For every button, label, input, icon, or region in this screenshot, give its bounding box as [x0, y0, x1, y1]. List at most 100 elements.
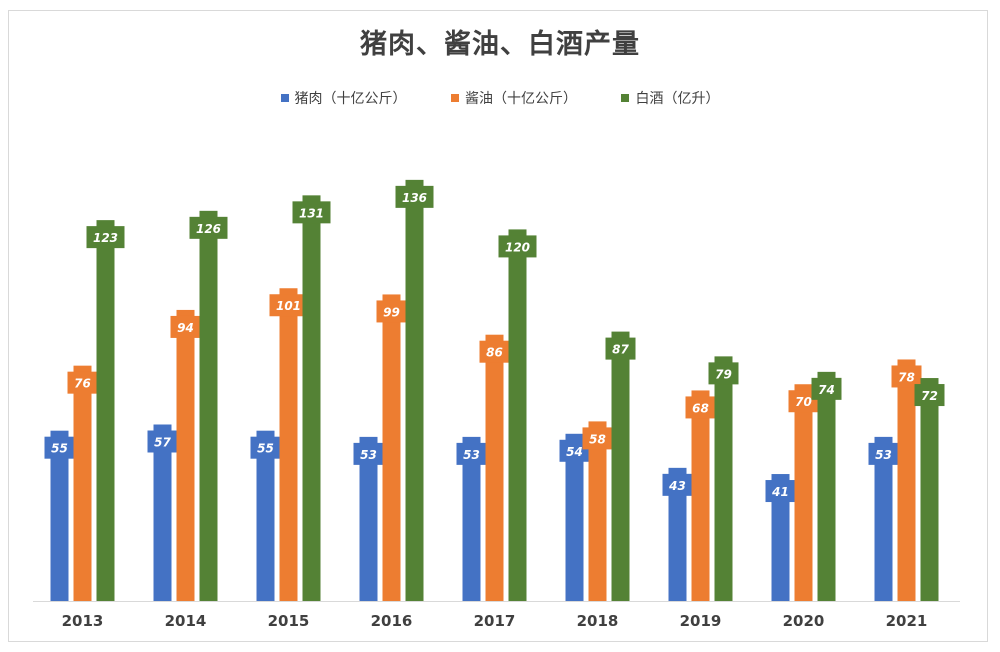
data-label-box-pork-2020	[765, 480, 796, 503]
legend-label-baijiu: 白酒（亿升）	[635, 91, 720, 107]
data-label-soy-sauce-2014: 94	[177, 321, 194, 335]
legend-label-soy-sauce: 酱油（十亿公斤）	[465, 91, 577, 107]
data-label-pork-2017: 53	[463, 448, 480, 462]
plot-area: 55 76 123 2013 57 94 126 2014 55 101 131 2015 53 99 13…	[33, 179, 960, 630]
data-label-box-pork-2016	[353, 442, 384, 465]
data-label-baijiu-2018: 87	[612, 343, 629, 357]
x-tick-label-2014: 2014	[165, 612, 207, 630]
bar-soy-sauce-2020	[794, 384, 813, 601]
bar-pork-2020	[771, 474, 790, 601]
data-label-box-soy-sauce-2013	[67, 371, 98, 394]
bar-soy-sauce-2019	[691, 390, 710, 601]
bar-pork-2014	[153, 424, 172, 601]
bar-baijiu-2017	[508, 229, 527, 601]
data-label-soy-sauce-2015: 101	[276, 299, 301, 313]
x-tick-label-2015: 2015	[268, 612, 310, 630]
data-label-soy-sauce-2020: 70	[795, 395, 812, 409]
data-label-pork-2014: 57	[154, 435, 171, 449]
bar-pork-2017	[462, 436, 481, 601]
bar-baijiu-2019	[714, 356, 733, 601]
data-label-box-pork-2015	[250, 436, 281, 459]
bar-baijiu-2020	[817, 371, 836, 601]
x-tick-label-2020: 2020	[783, 612, 825, 630]
bar-baijiu-2018	[611, 331, 630, 601]
data-label-pork-2016: 53	[360, 448, 377, 462]
bar-pork-2015	[256, 430, 275, 601]
data-label-box-pork-2021	[868, 442, 899, 465]
data-label-box-baijiu-2015	[292, 201, 331, 224]
data-label-box-baijiu-2018	[605, 337, 636, 360]
bar-pork-2019	[668, 467, 687, 601]
data-label-pork-2013: 55	[51, 442, 68, 456]
bar-soy-sauce-2015	[279, 288, 298, 601]
bar-baijiu-2016	[405, 179, 424, 602]
bar-soy-sauce-2016	[382, 294, 401, 601]
data-label-box-baijiu-2013	[86, 226, 125, 249]
bar-baijiu-2021	[920, 378, 939, 601]
data-label-box-soy-sauce-2018	[582, 427, 613, 450]
data-label-box-soy-sauce-2021	[891, 365, 922, 388]
x-tick-label-2018: 2018	[577, 612, 619, 630]
data-label-pork-2018: 54	[566, 445, 583, 459]
data-label-pork-2020: 41	[771, 485, 789, 499]
data-label-pork-2015: 55	[257, 442, 274, 456]
data-label-baijiu-2020: 74	[818, 383, 835, 397]
data-label-baijiu-2021: 72	[921, 389, 938, 403]
data-label-baijiu-2016: 136	[402, 191, 427, 205]
data-label-soy-sauce-2017: 86	[486, 346, 503, 360]
data-label-box-pork-2019	[662, 473, 693, 496]
data-label-box-pork-2018	[559, 439, 590, 462]
bar-soy-sauce-2018	[588, 421, 607, 601]
bar-soy-sauce-2014	[176, 309, 195, 601]
data-label-box-pork-2014	[147, 430, 178, 453]
bar-baijiu-2015	[302, 195, 321, 601]
x-tick-label-2016: 2016	[371, 612, 413, 630]
data-label-pork-2019: 43	[668, 479, 686, 493]
data-label-baijiu-2019: 79	[715, 367, 732, 381]
bar-pork-2016	[359, 436, 378, 601]
bar-soy-sauce-2013	[73, 365, 92, 601]
legend-swatch-baijiu	[621, 94, 630, 102]
data-label-baijiu-2015: 131	[299, 206, 324, 220]
bar-soy-sauce-2021	[897, 359, 916, 601]
data-label-box-baijiu-2021	[914, 384, 945, 407]
x-tick-label-2021: 2021	[886, 612, 928, 630]
data-label-box-baijiu-2019	[708, 362, 739, 385]
legend-item-baijiu: 白酒（亿升）	[621, 88, 719, 108]
data-label-box-soy-sauce-2020	[788, 390, 819, 413]
data-label-box-soy-sauce-2019	[685, 396, 716, 419]
data-label-box-baijiu-2016	[395, 185, 434, 208]
data-label-box-baijiu-2017	[498, 235, 537, 258]
data-label-box-baijiu-2020	[811, 377, 842, 400]
bar-pork-2018	[565, 433, 584, 601]
bar-pork-2021	[874, 436, 893, 601]
bar-pork-2013	[50, 430, 69, 601]
x-tick-label-2017: 2017	[474, 612, 516, 630]
legend-swatch-soy-sauce	[451, 94, 459, 102]
legend-item-soy-sauce: 酱油（十亿公斤）	[451, 88, 577, 108]
chart-legend: 猪肉（十亿公斤） 酱油（十亿公斤） 白酒（亿升）	[0, 88, 1000, 108]
chart-title: 猪肉、酱油、白酒产量	[360, 29, 640, 60]
data-label-baijiu-2014: 126	[196, 222, 221, 236]
legend-swatch-pork	[280, 94, 289, 102]
data-label-box-soy-sauce-2015	[269, 294, 308, 317]
data-label-box-pork-2017	[456, 442, 487, 465]
data-label-box-soy-sauce-2014	[170, 315, 201, 338]
data-label-soy-sauce-2016: 99	[383, 305, 400, 319]
bar-baijiu-2014	[199, 210, 218, 602]
data-label-pork-2021: 53	[875, 448, 892, 462]
data-label-box-soy-sauce-2017	[479, 340, 510, 363]
legend-item-pork: 猪肉（十亿公斤）	[280, 88, 407, 108]
data-label-box-pork-2013	[44, 436, 75, 459]
legend-label-pork: 猪肉（十亿公斤）	[294, 91, 407, 107]
data-label-soy-sauce-2018: 58	[589, 432, 606, 446]
data-label-soy-sauce-2019: 68	[692, 401, 709, 415]
bar-soy-sauce-2017	[485, 334, 504, 601]
data-label-baijiu-2017: 120	[505, 240, 530, 254]
data-label-baijiu-2013: 123	[93, 231, 118, 245]
data-label-soy-sauce-2021: 78	[898, 370, 915, 384]
data-label-box-baijiu-2014	[189, 216, 228, 239]
x-tick-label-2019: 2019	[680, 612, 722, 630]
x-tick-label-2013: 2013	[62, 612, 104, 630]
